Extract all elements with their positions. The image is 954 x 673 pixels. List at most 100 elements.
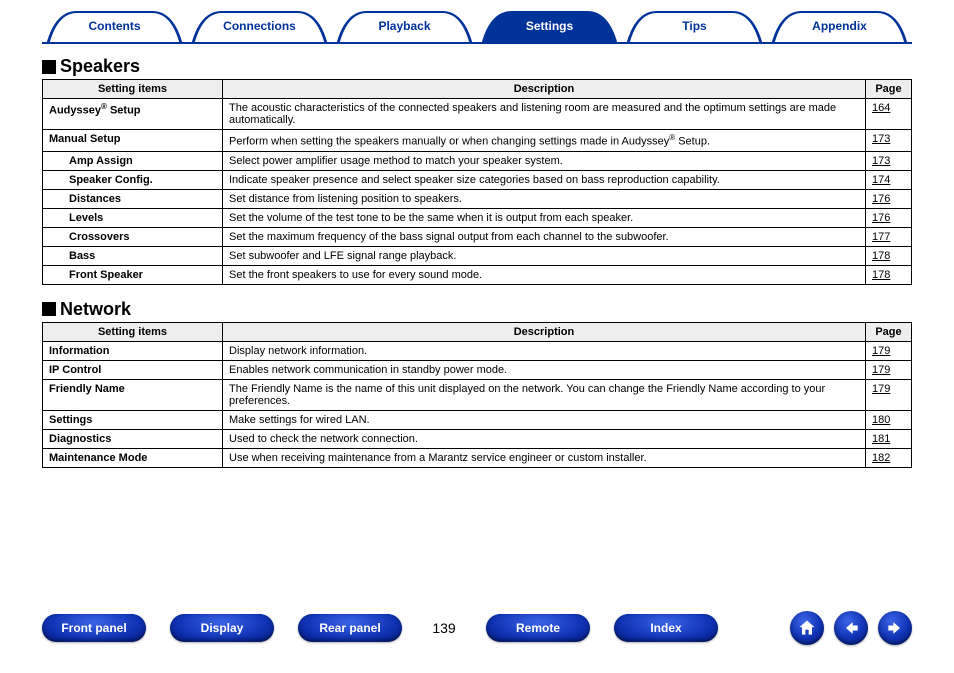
page-link[interactable]: 179 (872, 383, 890, 395)
column-header: Description (223, 80, 866, 99)
tab-label: Tips (682, 19, 706, 33)
setting-item: Settings (43, 410, 223, 429)
page-link-cell: 178 (866, 246, 912, 265)
table-row: BassSet subwoofer and LFE signal range p… (43, 246, 912, 265)
nav-icons (790, 611, 912, 645)
page-link[interactable]: 177 (872, 231, 890, 243)
page-link-cell: 173 (866, 151, 912, 170)
tab-playback[interactable]: Playback (332, 10, 477, 44)
setting-item: Amp Assign (43, 151, 223, 170)
tab-appendix[interactable]: Appendix (767, 10, 912, 44)
setting-item: Speaker Config. (43, 170, 223, 189)
table-row: Maintenance ModeUse when receiving maint… (43, 448, 912, 467)
page-link[interactable]: 174 (872, 174, 890, 186)
tab-label: Settings (526, 19, 573, 33)
table-speakers: Setting itemsDescriptionPageAudyssey® Se… (42, 79, 912, 285)
page-link-cell: 179 (866, 379, 912, 410)
table-row: Speaker Config.Indicate speaker presence… (43, 170, 912, 189)
setting-item: Bass (43, 246, 223, 265)
setting-item: Information (43, 341, 223, 360)
setting-item: Maintenance Mode (43, 448, 223, 467)
arrow-right-icon[interactable] (878, 611, 912, 645)
setting-item: Manual Setup (43, 130, 223, 152)
remote-button[interactable]: Remote (486, 614, 590, 642)
setting-description: Make settings for wired LAN. (223, 410, 866, 429)
page-link[interactable]: 176 (872, 212, 890, 224)
page-link-cell: 179 (866, 341, 912, 360)
table-row: DistancesSet distance from listening pos… (43, 189, 912, 208)
tab-label: Playback (378, 19, 430, 33)
button-label: Display (201, 621, 244, 635)
page-link-cell: 177 (866, 227, 912, 246)
front-panel-button[interactable]: Front panel (42, 614, 146, 642)
setting-item: Crossovers (43, 227, 223, 246)
bottom-bar: Front panel Display Rear panel 139 Remote Ind… (42, 611, 912, 645)
page-link-cell: 176 (866, 208, 912, 227)
table-row: CrossoversSet the maximum frequency of t… (43, 227, 912, 246)
setting-description: The acoustic characteristics of the conn… (223, 99, 866, 130)
home-icon[interactable] (790, 611, 824, 645)
table-row: Front SpeakerSet the front speakers to u… (43, 265, 912, 284)
page-link[interactable]: 173 (872, 133, 890, 145)
page-link[interactable]: 179 (872, 345, 890, 357)
setting-item: Friendly Name (43, 379, 223, 410)
setting-description: Used to check the network connection. (223, 429, 866, 448)
tab-label: Contents (89, 19, 141, 33)
table-row: Friendly NameThe Friendly Name is the na… (43, 379, 912, 410)
column-header: Setting items (43, 322, 223, 341)
page-content: SpeakersSetting itemsDescriptionPageAudy… (0, 44, 954, 468)
page-link[interactable]: 181 (872, 433, 890, 445)
table-row: IP ControlEnables network communication … (43, 360, 912, 379)
page-link-cell: 164 (866, 99, 912, 130)
index-button[interactable]: Index (614, 614, 718, 642)
button-label: Rear panel (319, 621, 380, 635)
column-header: Setting items (43, 80, 223, 99)
button-label: Remote (516, 621, 560, 635)
tab-settings[interactable]: Settings (477, 10, 622, 44)
page-link-cell: 178 (866, 265, 912, 284)
setting-description: Set the maximum frequency of the bass si… (223, 227, 866, 246)
top-tabs: Contents Connections Playback Settings Tips A… (0, 0, 954, 44)
tab-connections[interactable]: Connections (187, 10, 332, 44)
setting-item: Levels (43, 208, 223, 227)
table-network: Setting itemsDescriptionPageInformationD… (42, 322, 912, 468)
column-header: Page (866, 80, 912, 99)
page-link-cell: 181 (866, 429, 912, 448)
table-row: Amp AssignSelect power amplifier usage m… (43, 151, 912, 170)
page-number: 139 (426, 620, 462, 636)
page-link[interactable]: 173 (872, 155, 890, 167)
setting-description: Set the front speakers to use for every … (223, 265, 866, 284)
page-link-cell: 182 (866, 448, 912, 467)
page-link-cell: 173 (866, 130, 912, 152)
table-row: InformationDisplay network information.1… (43, 341, 912, 360)
column-header: Page (866, 322, 912, 341)
setting-description: Select power amplifier usage method to m… (223, 151, 866, 170)
arrow-left-icon[interactable] (834, 611, 868, 645)
setting-description: Set subwoofer and LFE signal range playb… (223, 246, 866, 265)
page-link[interactable]: 176 (872, 193, 890, 205)
setting-description: Set the volume of the test tone to be th… (223, 208, 866, 227)
table-row: Audyssey® SetupThe acoustic characterist… (43, 99, 912, 130)
setting-description: Use when receiving maintenance from a Ma… (223, 448, 866, 467)
page-link[interactable]: 182 (872, 452, 890, 464)
page-link[interactable]: 178 (872, 250, 890, 262)
display-button[interactable]: Display (170, 614, 274, 642)
tab-contents[interactable]: Contents (42, 10, 187, 44)
page-link[interactable]: 178 (872, 269, 890, 281)
setting-description: Indicate speaker presence and select spe… (223, 170, 866, 189)
button-label: Index (650, 621, 681, 635)
setting-description: Perform when setting the speakers manual… (223, 130, 866, 152)
table-row: SettingsMake settings for wired LAN. 180 (43, 410, 912, 429)
page-link-cell: 179 (866, 360, 912, 379)
page-link-cell: 174 (866, 170, 912, 189)
page-link[interactable]: 179 (872, 364, 890, 376)
setting-item: IP Control (43, 360, 223, 379)
page-link[interactable]: 180 (872, 414, 890, 426)
page-link[interactable]: 164 (872, 102, 890, 114)
rear-panel-button[interactable]: Rear panel (298, 614, 402, 642)
section-title-speakers: Speakers (42, 56, 912, 77)
setting-description: The Friendly Name is the name of this un… (223, 379, 866, 410)
button-label: Front panel (61, 621, 126, 635)
column-header: Description (223, 322, 866, 341)
tab-tips[interactable]: Tips (622, 10, 767, 44)
